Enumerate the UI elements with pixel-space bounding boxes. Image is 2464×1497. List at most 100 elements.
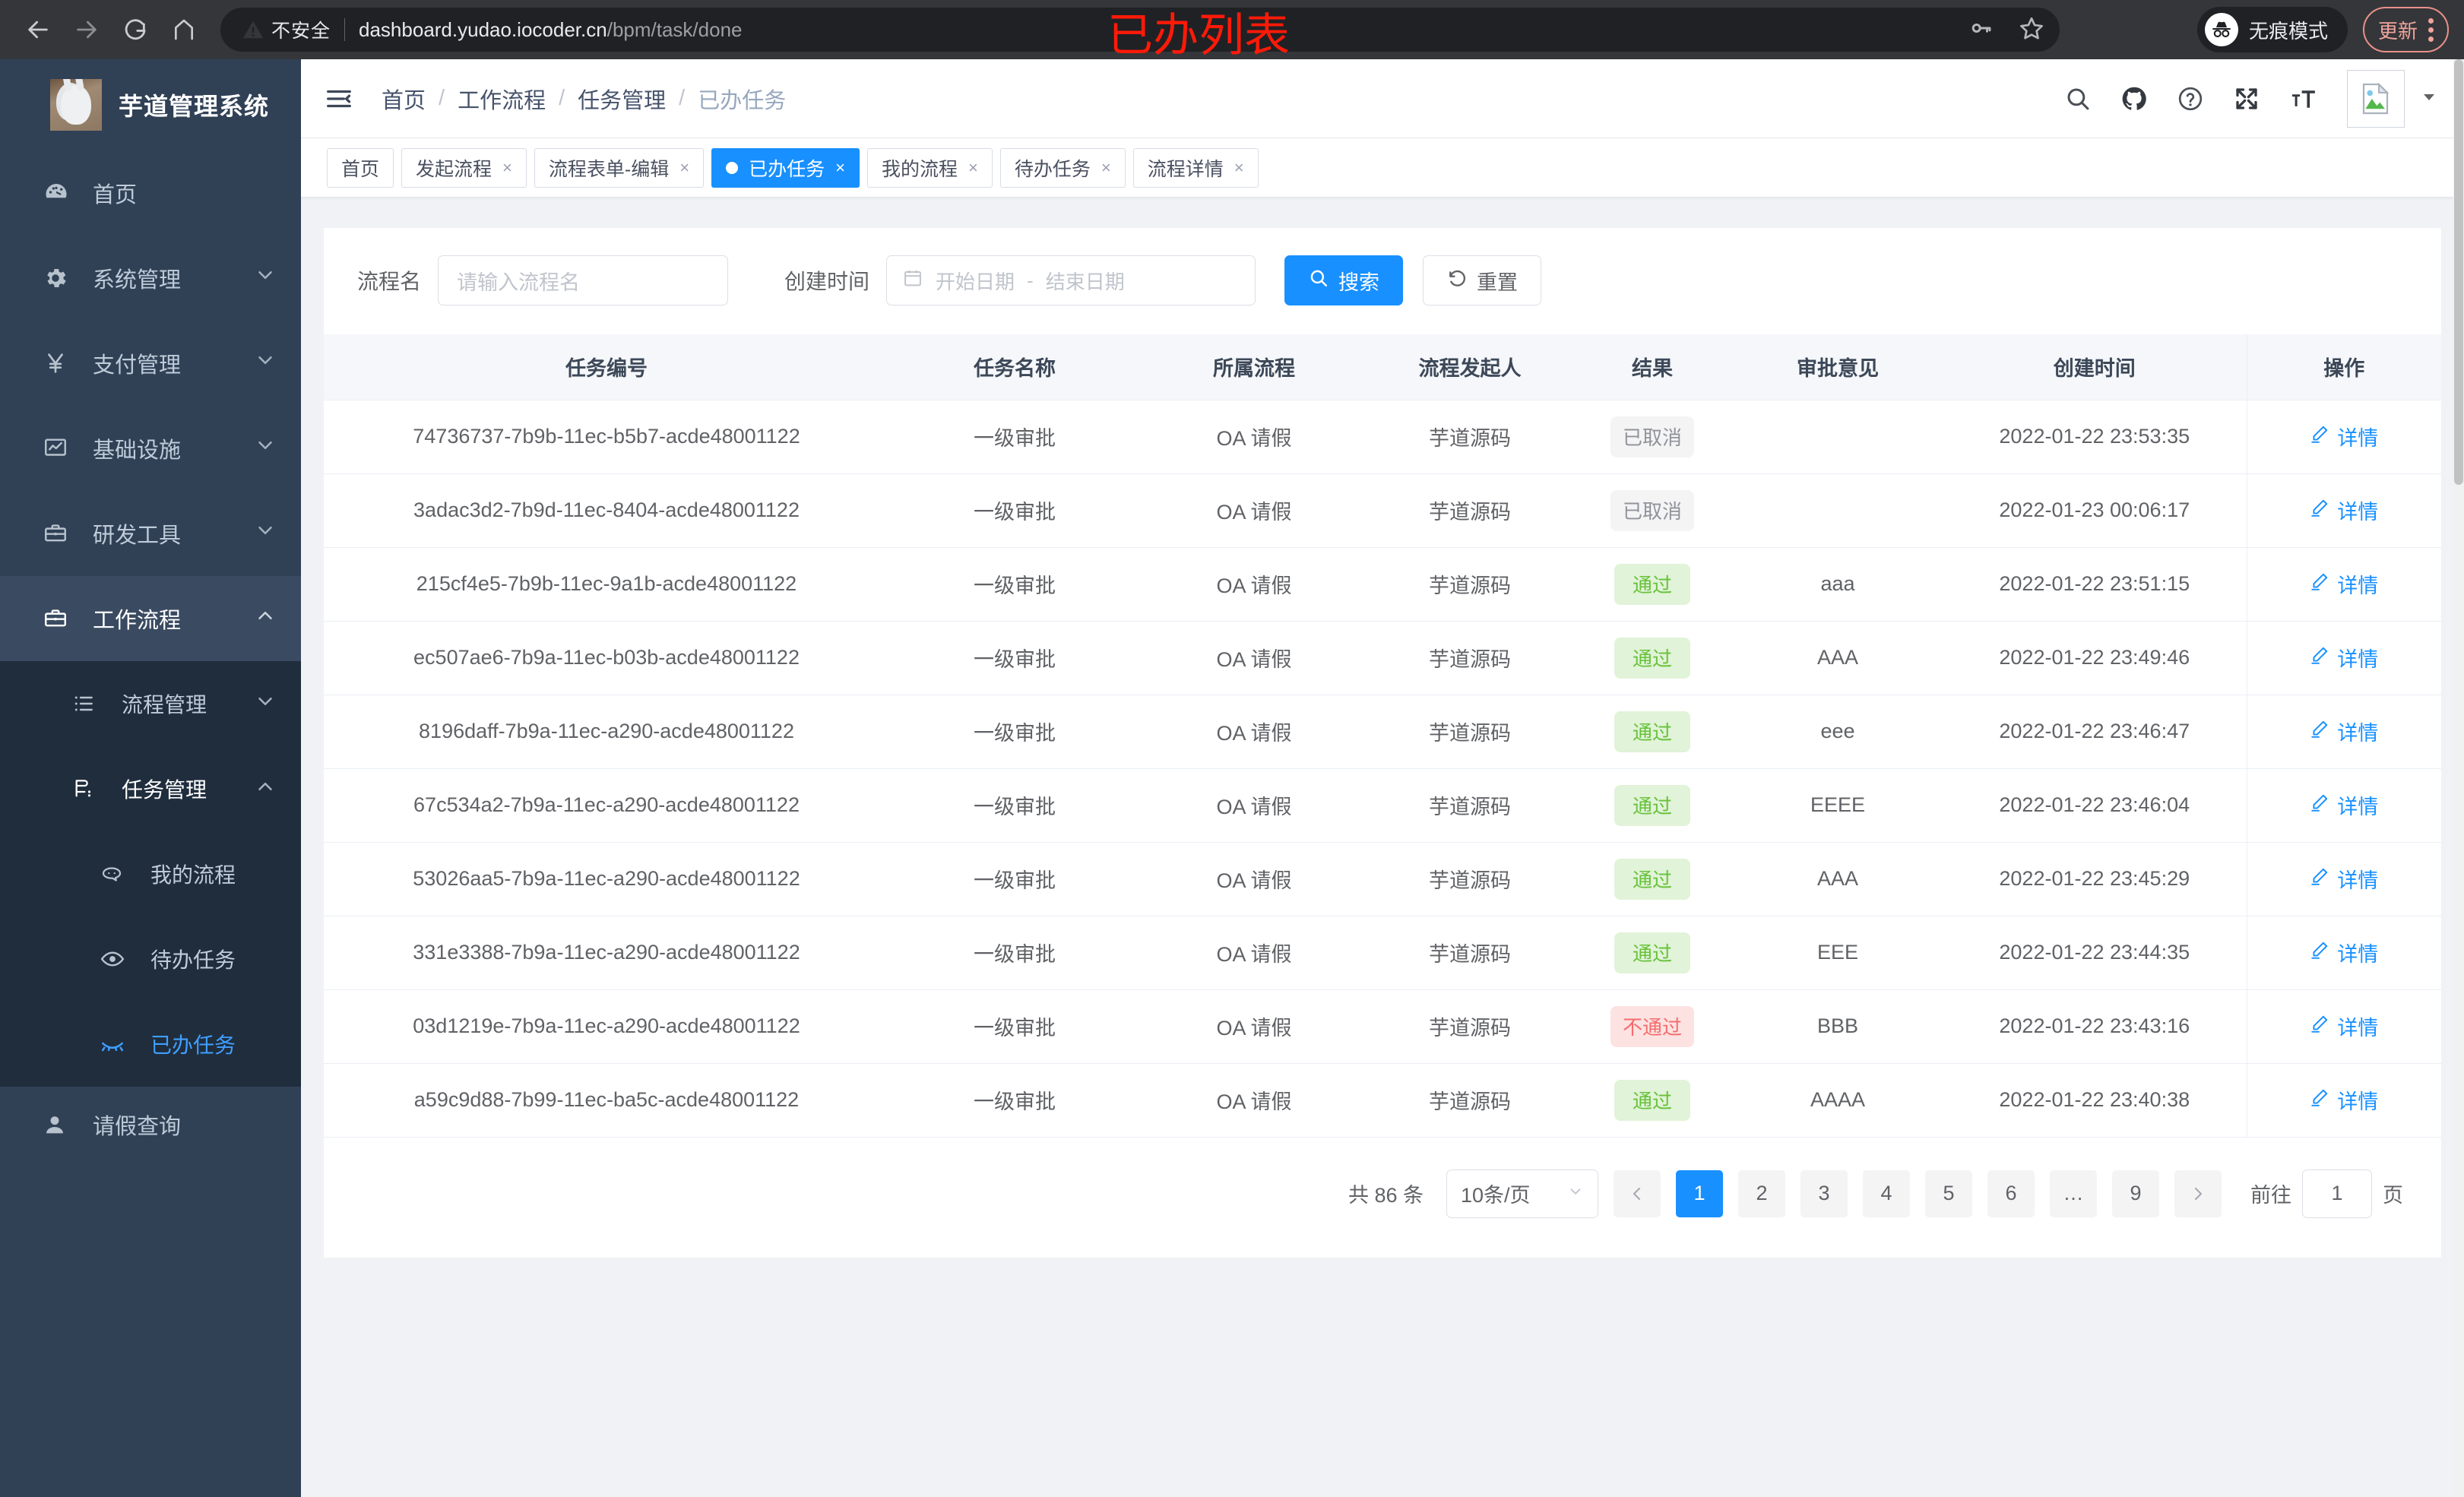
table-row[interactable]: a59c9d88-7b99-11ec-ba5c-acde48001122 一级审批… bbox=[324, 1063, 2441, 1138]
prev-page-button[interactable] bbox=[1614, 1169, 1661, 1217]
table-row[interactable]: 215cf4e5-7b9b-11ec-9a1b-acde48001122 一级审批… bbox=[324, 547, 2441, 622]
cell-result: 不通过 bbox=[1572, 989, 1733, 1064]
incognito-label: 无痕模式 bbox=[2248, 19, 2328, 43]
table-row[interactable]: 03d1219e-7b9a-11ec-a290-acde48001122 一级审批… bbox=[324, 989, 2441, 1064]
update-button[interactable]: 更新 bbox=[2362, 7, 2449, 52]
tab-process-form-edit[interactable]: 流程表单-编辑 × bbox=[534, 147, 705, 188]
red-annotation-label: 已办列表 bbox=[1107, 9, 1290, 62]
table-row[interactable]: ec507ae6-7b9a-11ec-b03b-acde48001122 一级审批… bbox=[324, 621, 2441, 695]
reload-button[interactable] bbox=[114, 8, 157, 51]
password-key-icon[interactable] bbox=[1968, 16, 1993, 44]
detail-button[interactable]: 详情 bbox=[2310, 790, 2378, 820]
fullscreen-icon[interactable] bbox=[2233, 85, 2260, 112]
search-button[interactable]: 搜索 bbox=[1284, 255, 1404, 305]
cell-comment: aaa bbox=[1733, 547, 1943, 622]
sidebar-item-task-management[interactable]: 任务管理 bbox=[0, 746, 301, 831]
page-scrollbar[interactable] bbox=[2453, 59, 2464, 1497]
sidebar-item-system[interactable]: 系统管理 bbox=[0, 236, 301, 321]
search-icon[interactable] bbox=[2064, 85, 2092, 112]
table-row[interactable]: 67c534a2-7b9a-11ec-a290-acde48001122 一级审批… bbox=[324, 768, 2441, 843]
tab-my-process[interactable]: 我的流程 × bbox=[866, 147, 993, 188]
detail-button[interactable]: 详情 bbox=[2310, 422, 2378, 451]
home-button[interactable] bbox=[163, 8, 205, 51]
incognito-indicator[interactable]: 无痕模式 bbox=[2196, 7, 2348, 52]
cell-initiator: 芋道源码 bbox=[1368, 695, 1572, 769]
detail-button[interactable]: 详情 bbox=[2310, 864, 2378, 894]
search-filter-form: 流程名 请输入流程名 创建时间 开始日期 - 结束日期 bbox=[324, 255, 2441, 334]
detail-button[interactable]: 详情 bbox=[2310, 938, 2378, 967]
detail-button[interactable]: 详情 bbox=[2310, 717, 2378, 746]
status-badge: 已取消 bbox=[1610, 416, 1694, 457]
chrome-menu-icon[interactable] bbox=[2428, 17, 2434, 42]
page-size-select[interactable]: 10条/页 bbox=[1446, 1169, 1598, 1218]
address-bar[interactable]: 不安全 dashboard.yudao.iocoder.cn/bpm/task/… bbox=[220, 8, 2060, 52]
page-number-button[interactable]: 5 bbox=[1925, 1169, 1972, 1217]
user-icon bbox=[43, 1112, 85, 1137]
col-initiator: 流程发起人 bbox=[1368, 334, 1572, 400]
detail-button[interactable]: 详情 bbox=[2310, 569, 2378, 599]
table-row[interactable]: 331e3388-7b9a-11ec-a290-acde48001122 一级审批… bbox=[324, 916, 2441, 990]
next-page-button[interactable] bbox=[2174, 1169, 2222, 1217]
sidebar-item-home[interactable]: 首页 bbox=[0, 150, 301, 236]
avatar[interactable] bbox=[2347, 69, 2405, 128]
page-number-button[interactable]: 1 bbox=[1676, 1169, 1723, 1217]
page-number-button[interactable]: 3 bbox=[1800, 1169, 1848, 1217]
sidebar-item-payment[interactable]: 支付管理 bbox=[0, 321, 301, 406]
page-number-button[interactable]: 6 bbox=[1987, 1169, 2035, 1217]
breadcrumb-item-1[interactable]: 工作流程 bbox=[458, 88, 546, 113]
help-icon[interactable] bbox=[2177, 85, 2204, 112]
date-range-picker[interactable]: 开始日期 - 结束日期 bbox=[886, 255, 1256, 305]
sidebar-item-infrastructure[interactable]: 基础设施 bbox=[0, 406, 301, 491]
detail-button[interactable]: 详情 bbox=[2310, 1011, 2378, 1041]
breadcrumb-item-0[interactable]: 首页 bbox=[382, 88, 426, 113]
page-number-button[interactable]: 9 bbox=[2112, 1169, 2159, 1217]
close-icon[interactable]: × bbox=[1234, 157, 1244, 177]
page-jumper-input[interactable]: 1 bbox=[2302, 1169, 2372, 1218]
tab-home[interactable]: 首页 bbox=[327, 147, 394, 188]
sidebar-item-done-tasks[interactable]: 已办任务 bbox=[0, 1002, 301, 1087]
detail-button[interactable]: 详情 bbox=[2310, 495, 2378, 525]
list-icon bbox=[71, 692, 114, 716]
page-number-button[interactable]: 2 bbox=[1738, 1169, 1785, 1217]
status-badge: 已取消 bbox=[1610, 489, 1694, 531]
close-icon[interactable]: × bbox=[835, 157, 845, 177]
tab-start-process[interactable]: 发起流程 × bbox=[401, 147, 527, 188]
sidebar-item-leave-query[interactable]: 请假查询 bbox=[0, 1087, 301, 1163]
table-row[interactable]: 3adac3d2-7b9d-11ec-8404-acde48001122 一级审批… bbox=[324, 473, 2441, 548]
github-icon[interactable] bbox=[2120, 85, 2148, 112]
cell-initiator: 芋道源码 bbox=[1368, 1063, 1572, 1138]
search-input[interactable]: 请输入流程名 bbox=[438, 255, 729, 305]
sidebar-toggle-icon[interactable] bbox=[322, 82, 356, 116]
yen-icon bbox=[43, 350, 85, 376]
scrollbar-thumb[interactable] bbox=[2454, 59, 2463, 485]
security-warning[interactable]: 不安全 bbox=[236, 16, 331, 43]
brand-header[interactable]: 芋道管理系统 bbox=[0, 59, 301, 150]
detail-button[interactable]: 详情 bbox=[2310, 1085, 2378, 1115]
col-comment: 审批意见 bbox=[1733, 334, 1943, 400]
tab-todo-tasks[interactable]: 待办任务 × bbox=[999, 147, 1126, 188]
sidebar-item-devtools[interactable]: 研发工具 bbox=[0, 491, 301, 576]
sidebar-item-todo-tasks[interactable]: 待办任务 bbox=[0, 916, 301, 1002]
tab-done-tasks[interactable]: 已办任务 × bbox=[711, 147, 860, 188]
table-row[interactable]: 8196daff-7b9a-11ec-a290-acde48001122 一级审批… bbox=[324, 695, 2441, 769]
font-size-icon[interactable] bbox=[2289, 84, 2318, 113]
forward-button[interactable] bbox=[65, 8, 108, 51]
sidebar-item-my-process[interactable]: 我的流程 bbox=[0, 831, 301, 916]
close-icon[interactable]: × bbox=[968, 157, 978, 177]
close-icon[interactable]: × bbox=[502, 157, 512, 177]
back-button[interactable] bbox=[17, 8, 59, 51]
chevron-down-icon[interactable] bbox=[2420, 87, 2438, 110]
sidebar-item-workflow[interactable]: 工作流程 bbox=[0, 576, 301, 661]
close-icon[interactable]: × bbox=[679, 157, 690, 177]
close-icon[interactable]: × bbox=[1101, 157, 1111, 177]
sidebar-item-process-management[interactable]: 流程管理 bbox=[0, 661, 301, 746]
page-number-button[interactable]: 4 bbox=[1863, 1169, 1910, 1217]
table-row[interactable]: 53026aa5-7b9a-11ec-a290-acde48001122 一级审批… bbox=[324, 842, 2441, 916]
bookmark-star-icon[interactable] bbox=[2019, 15, 2044, 45]
detail-button[interactable]: 详情 bbox=[2310, 643, 2378, 673]
tab-process-detail[interactable]: 流程详情 × bbox=[1132, 147, 1259, 188]
page-ellipsis[interactable]: … bbox=[2050, 1169, 2097, 1217]
breadcrumb-item-2[interactable]: 任务管理 bbox=[578, 88, 667, 113]
table-row[interactable]: 74736737-7b9b-11ec-b5b7-acde48001122 一级审批… bbox=[324, 400, 2441, 474]
reset-button[interactable]: 重置 bbox=[1423, 255, 1542, 305]
